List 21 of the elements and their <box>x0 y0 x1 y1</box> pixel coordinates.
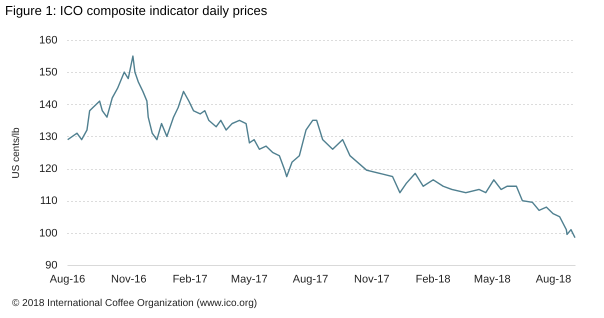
y-tick-label: 160 <box>39 34 58 46</box>
x-tick-label: Aug-16 <box>50 274 86 286</box>
y-tick-label: 100 <box>39 227 58 240</box>
y-tick-label: 110 <box>40 195 58 208</box>
x-tick-label: Nov-17 <box>354 274 390 286</box>
x-tick-label: Aug-17 <box>292 274 328 286</box>
chart-title: Figure 1: ICO composite indicator daily prices <box>5 3 268 18</box>
y-tick-label: 120 <box>39 163 58 176</box>
x-tick-label: Feb-18 <box>416 274 450 286</box>
x-tick-label: May-17 <box>230 274 268 286</box>
y-tick-label: 130 <box>39 130 58 143</box>
y-tick-label: 150 <box>39 66 58 79</box>
y-axis-title: US cents/lb <box>11 127 22 179</box>
y-tick-label: 140 <box>39 98 58 111</box>
x-tick-label: Aug-18 <box>536 274 572 286</box>
text: © 2018 International Coffee Organization (www.ico.org) <box>12 298 258 309</box>
y-tick-label: 90 <box>45 260 58 272</box>
x-tick-label: Nov-16 <box>111 274 146 286</box>
line-series <box>66 55 576 238</box>
x-tick-label: Feb-17 <box>172 274 208 286</box>
x-tick-label: May-18 <box>474 274 511 286</box>
